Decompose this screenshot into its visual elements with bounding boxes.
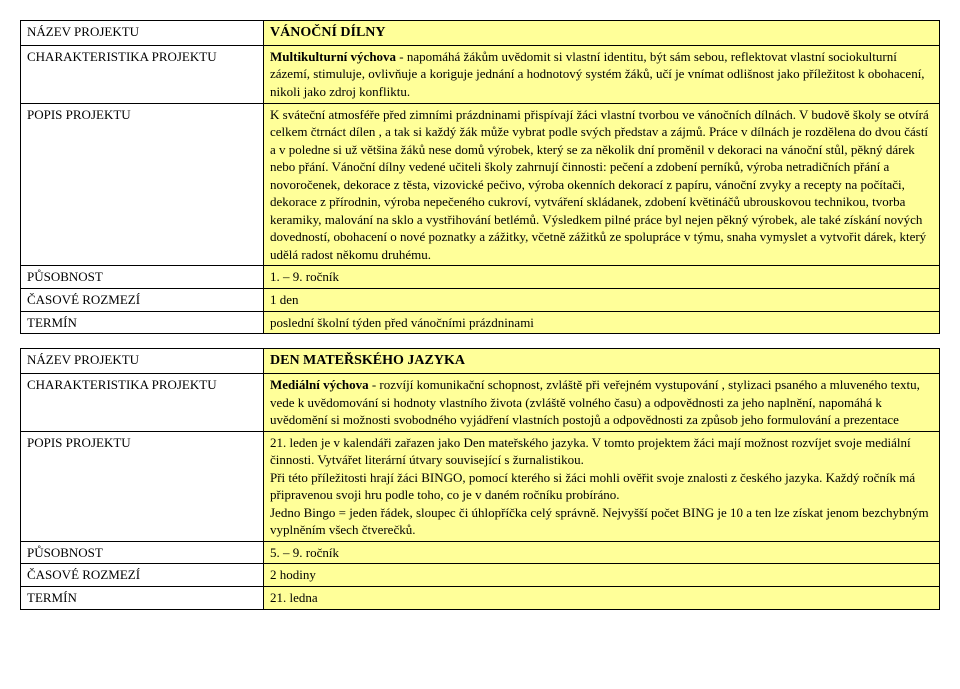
table-spacer [20,334,940,348]
row-label: NÁZEV PROJEKTU [21,21,264,46]
row-value: 21. ledna [264,587,940,610]
project-2-body: NÁZEV PROJEKTUDEN MATEŘSKÉHO JAZYKACHARA… [21,349,940,609]
row-label: POPIS PROJEKTU [21,103,264,266]
project-1-body: NÁZEV PROJEKTUVÁNOČNÍ DÍLNYCHARAKTERISTI… [21,21,940,334]
row-label: ČASOVÉ ROZMEZÍ [21,289,264,312]
row-value: 1 den [264,289,940,312]
row-value: 21. leden je v kalendáři zařazen jako De… [264,431,940,541]
table-row: PŮSOBNOST1. – 9. ročník [21,266,940,289]
row-value: VÁNOČNÍ DÍLNY [264,21,940,46]
row-value: Mediální výchova - rozvíjí komunikační s… [264,373,940,431]
table-row: CHARAKTERISTIKA PROJEKTUMultikulturní vý… [21,45,940,103]
project-table-1: NÁZEV PROJEKTUVÁNOČNÍ DÍLNYCHARAKTERISTI… [20,20,940,334]
row-value: Multikulturní výchova - napomáhá žákům u… [264,45,940,103]
table-row: NÁZEV PROJEKTUDEN MATEŘSKÉHO JAZYKA [21,349,940,374]
row-label: ČASOVÉ ROZMEZÍ [21,564,264,587]
row-label: PŮSOBNOST [21,541,264,564]
table-row: TERMÍNposlední školní týden před vánoční… [21,311,940,334]
project-table-2: NÁZEV PROJEKTUDEN MATEŘSKÉHO JAZYKACHARA… [20,348,940,609]
row-label: CHARAKTERISTIKA PROJEKTU [21,45,264,103]
row-label: NÁZEV PROJEKTU [21,349,264,374]
table-row: CHARAKTERISTIKA PROJEKTUMediální výchova… [21,373,940,431]
row-label: TERMÍN [21,587,264,610]
row-value: K sváteční atmosféře před zimními prázdn… [264,103,940,266]
row-value: 1. – 9. ročník [264,266,940,289]
table-row: ČASOVÉ ROZMEZÍ2 hodiny [21,564,940,587]
table-row: POPIS PROJEKTUK sváteční atmosféře před … [21,103,940,266]
row-value: 5. – 9. ročník [264,541,940,564]
row-value: poslední školní týden před vánočními prá… [264,311,940,334]
table-row: PŮSOBNOST5. – 9. ročník [21,541,940,564]
row-label: CHARAKTERISTIKA PROJEKTU [21,373,264,431]
table-row: NÁZEV PROJEKTUVÁNOČNÍ DÍLNY [21,21,940,46]
row-value: DEN MATEŘSKÉHO JAZYKA [264,349,940,374]
table-row: TERMÍN21. ledna [21,587,940,610]
row-label: TERMÍN [21,311,264,334]
row-label: PŮSOBNOST [21,266,264,289]
row-value: 2 hodiny [264,564,940,587]
table-row: POPIS PROJEKTU21. leden je v kalendáři z… [21,431,940,541]
table-row: ČASOVÉ ROZMEZÍ1 den [21,289,940,312]
row-label: POPIS PROJEKTU [21,431,264,541]
